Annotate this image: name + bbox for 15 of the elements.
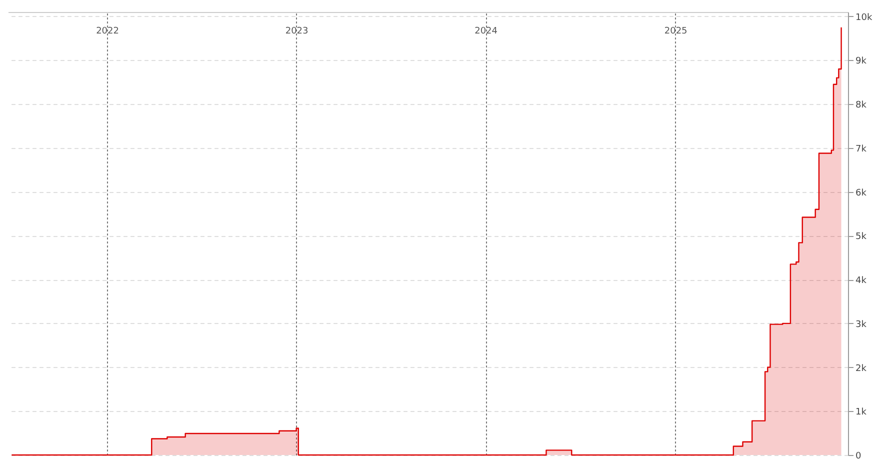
y-tick-label: 9k (856, 56, 868, 67)
y-tick-label: 5k (856, 232, 868, 242)
y-tick-label: 4k (856, 276, 868, 286)
x-tick-label: 2023 (285, 26, 308, 36)
y-tick-label: 1k (856, 408, 868, 418)
x-tick-label: 2022 (96, 26, 119, 36)
y-tick-label: 0 (856, 452, 862, 460)
y-tick-label: 10k (856, 12, 873, 23)
y-tick-label: 7k (856, 144, 868, 154)
y-tick-label: 3k (856, 320, 868, 330)
x-tick-label: 2024 (474, 26, 498, 36)
y-tick-label: 8k (856, 100, 868, 111)
y-tick-label: 6k (856, 188, 868, 198)
y-tick-label: 2k (856, 364, 868, 374)
x-tick-label: 2025 (664, 26, 688, 36)
